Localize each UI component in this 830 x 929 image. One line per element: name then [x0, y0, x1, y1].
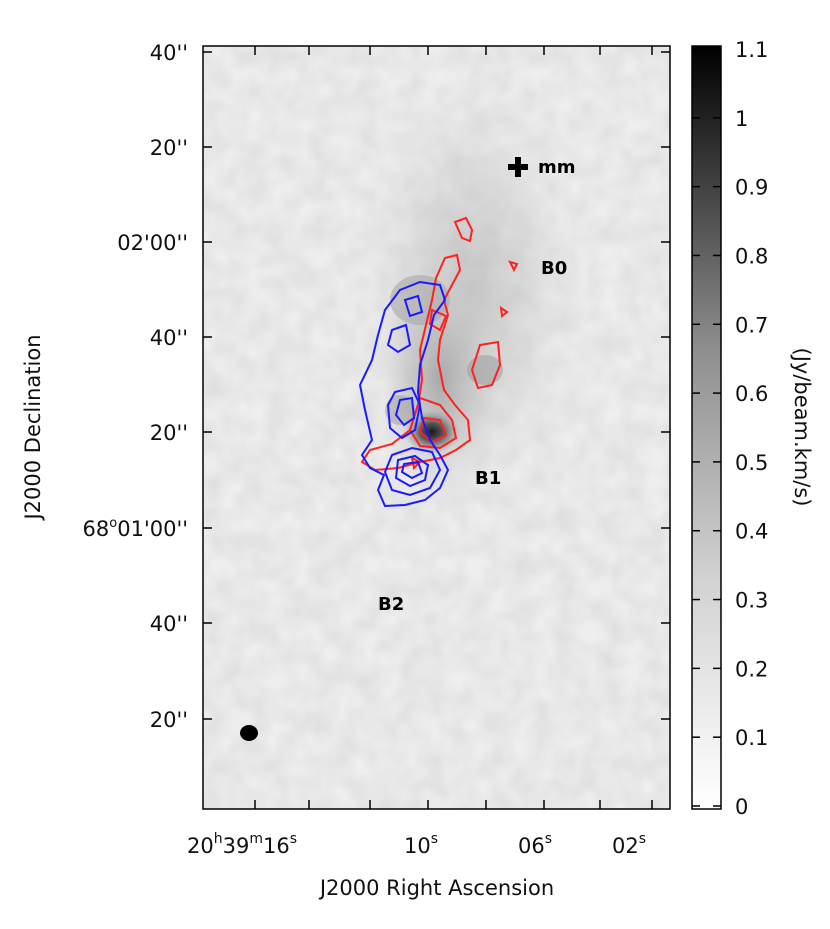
- colorbar: [691, 45, 722, 810]
- y-tick-label: 02'00'': [117, 231, 188, 255]
- colorbar-tick-label: 1: [735, 107, 748, 131]
- map-image: [203, 46, 670, 809]
- y-tick-labels: 40'' 20'' 02'00'' 40'' 20'' 68o01'00'' 4…: [83, 41, 188, 732]
- annotation-b0: B0: [541, 258, 567, 279]
- x-tick-label-10s: 10s: [404, 831, 438, 858]
- x-tick-label-06s: 06s: [518, 831, 552, 858]
- colorbar-tick-label: 1.1: [735, 38, 768, 62]
- colorbar-ticks: 1.1 1 0.9 0.8 0.7 0.6 0.5 0.4 0.3 0.2 0.1 0: [692, 38, 768, 819]
- colorbar-tick-label: 0.9: [735, 176, 768, 200]
- x-axis-title: J2000 Right Ascension: [318, 876, 554, 900]
- colorbar-tick-label: 0.8: [735, 244, 768, 268]
- beam-ellipse: [240, 725, 258, 741]
- y-axis-title: J2000 Declination: [21, 334, 45, 521]
- y-tick-deg-rest: 01'00'': [117, 517, 188, 541]
- y-tick-label: 40'': [150, 326, 188, 350]
- annotation-b1: B1: [475, 468, 501, 489]
- y-ticks: [203, 51, 670, 720]
- colorbar-tick-label: 0.7: [735, 313, 768, 337]
- x-tick-label-02s: 02s: [612, 831, 646, 858]
- x-ticks: [254, 46, 653, 809]
- y-tick-label: 20'': [150, 136, 188, 160]
- plot-frame: [202, 45, 671, 810]
- y-tick-label: 40'': [150, 612, 188, 636]
- y-tick-label: 20'': [150, 708, 188, 732]
- colorbar-label: (Jy/beam.km/s): [790, 348, 814, 507]
- colorbar-tick-label: 0.6: [735, 382, 768, 406]
- x-tick-label-20h39m16s: 20h39m16s: [187, 831, 297, 858]
- blue-contours: [358, 280, 450, 508]
- colorbar-tick-label: 0.1: [735, 726, 768, 750]
- y-tick-label: 40'': [150, 41, 188, 65]
- annotation-mm: mm: [538, 157, 576, 178]
- y-tick-label-68deg: 68o01'00'': [83, 516, 188, 541]
- colorbar-tick-label: 0.5: [735, 451, 768, 475]
- y-tick-deg: 68: [83, 517, 110, 541]
- colorbar-tick-label: 0.4: [735, 520, 768, 544]
- y-tick-deg-symbol: o: [109, 516, 117, 531]
- colorbar-tick-label: 0.2: [735, 657, 768, 681]
- mm-marker: [508, 157, 528, 177]
- colorbar-tick-label: 0: [735, 795, 748, 819]
- annotation-b2: B2: [378, 594, 404, 615]
- y-tick-label: 20'': [150, 421, 188, 445]
- x-tick-labels: 20h39m16s 10s 06s 02s: [187, 831, 646, 858]
- colorbar-tick-label: 0.3: [735, 589, 768, 613]
